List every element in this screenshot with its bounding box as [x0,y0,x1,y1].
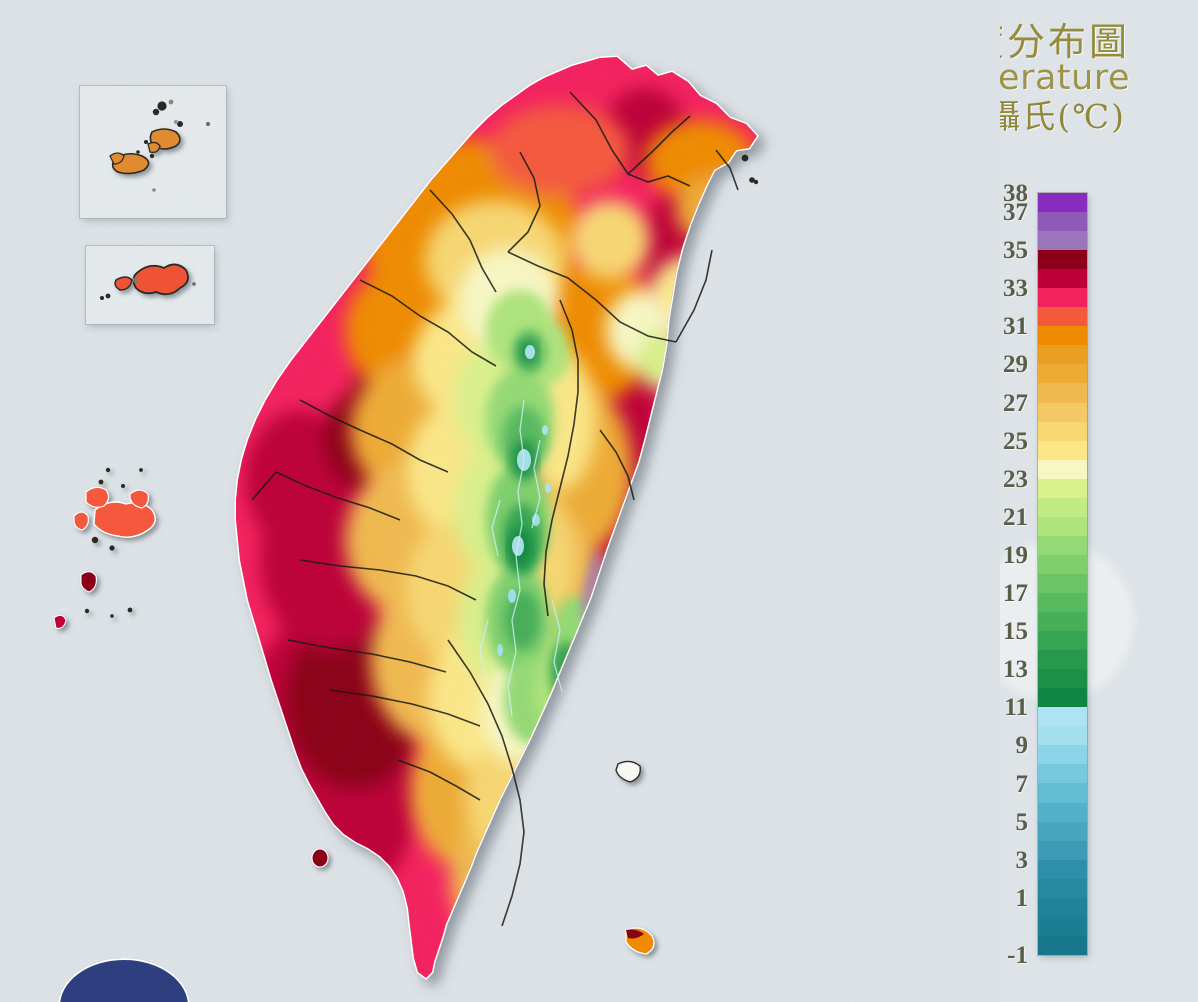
colorbar-band-15 [1038,631,1087,651]
colorbar-tick-1: 1 [1015,884,1029,912]
colorbar-tick-27: 27 [1003,389,1028,417]
colorbar-tick-25: 25 [1003,427,1028,455]
colorbar-tick-9: 9 [1015,732,1029,760]
colorbar-band-16 [1038,612,1087,632]
colorbar-band-20 [1038,535,1087,555]
river-lines [479,399,563,717]
colorbar-tick-23: 23 [1003,465,1028,493]
colorbar-band-31 [1038,326,1087,346]
colorbar-tick-17: 17 [1003,580,1028,608]
colorbar-tick-37: 37 [1003,199,1028,227]
county-boundaries [251,91,739,927]
taiwan-map-svg [0,0,1000,1002]
colorbar-tick-21: 21 [1003,503,1028,531]
logo-glyph: e [106,986,137,1002]
colorbar-band-4 [1038,840,1087,860]
colorbar-band-8 [1038,764,1087,784]
colorbar-tick-3: 3 [1015,846,1029,874]
colorbar-band-28 [1038,383,1087,403]
temperature-colorbar-labels: 38 37 35 33 31 29 27 25 23 21 19 17 15 13 11 9 7 5 3 1 -1 [985,181,1033,968]
colorbar-band-30 [1038,345,1087,365]
colorbar-band-35 [1038,250,1087,270]
colorbar-band-11 [1038,707,1087,727]
colorbar-band-10 [1038,726,1087,746]
xiaoliuqiu-island [311,848,329,868]
colorbar-band-25 [1038,440,1087,460]
temperature-colorbar[interactable] [1038,193,1087,955]
colorbar-band-9 [1038,745,1087,765]
colorbar-band-23 [1038,478,1087,498]
orchid-island [625,927,655,955]
colorbar-band-33 [1038,288,1087,308]
page-title-unit: 攝氏(℃) [987,96,1126,136]
colorbar-band-26 [1038,421,1087,441]
colorbar-band-27 [1038,402,1087,422]
northeast-offshore-rocks [741,154,759,185]
matsu-inset [80,86,226,218]
colorbar-tick-7: 7 [1015,770,1029,798]
colorbar-band-38 [1038,193,1087,213]
matsu-inset-svg [80,86,226,218]
colorbar-band-7 [1038,783,1087,803]
colorbar-band-3 [1038,859,1087,879]
colorbar-band-5 [1038,821,1087,841]
penghu-islands [53,467,156,629]
colorbar-tick--1: -1 [1007,942,1028,969]
colorbar-tick-35: 35 [1003,237,1028,265]
green-island [615,760,641,783]
colorbar-band-1 [1038,897,1087,917]
colorbar-tick-31: 31 [1003,313,1028,341]
colorbar-band-29 [1038,364,1087,384]
colorbar-tick-29: 29 [1003,351,1028,379]
colorbar-band-36 [1038,231,1087,251]
colorbar-band-13 [1038,669,1087,689]
colorbar-band-17 [1038,592,1087,613]
colorbar-band-0 [1038,916,1087,936]
colorbar-band-19 [1038,554,1087,574]
colorbar-band-2 [1038,878,1087,898]
map-container [0,0,1000,1002]
colorbar-band--1 [1038,935,1087,955]
colorbar-tick-13: 13 [1003,656,1028,684]
colorbar-band-37 [1038,212,1087,232]
colorbar-band-24 [1038,459,1087,479]
colorbar-band-21 [1038,516,1087,536]
colorbar-tick-19: 19 [1003,541,1028,569]
kinmen-inset [86,246,214,324]
colorbar-tick-5: 5 [1015,808,1029,836]
colorbar-band-34 [1038,269,1087,289]
colorbar-band-32 [1038,307,1087,327]
colorbar-tick-33: 33 [1003,275,1028,303]
colorbar-band-18 [1038,573,1087,593]
colorbar-band-22 [1038,497,1087,517]
colorbar-tick-11: 11 [1004,694,1028,722]
colorbar-tick-15: 15 [1003,618,1028,646]
kinmen-inset-svg [86,246,214,324]
colorbar-band-12 [1038,688,1087,708]
colorbar-band-6 [1038,802,1087,822]
colorbar-tick-38: 38 [1003,180,1028,207]
colorbar-band-14 [1038,650,1087,670]
